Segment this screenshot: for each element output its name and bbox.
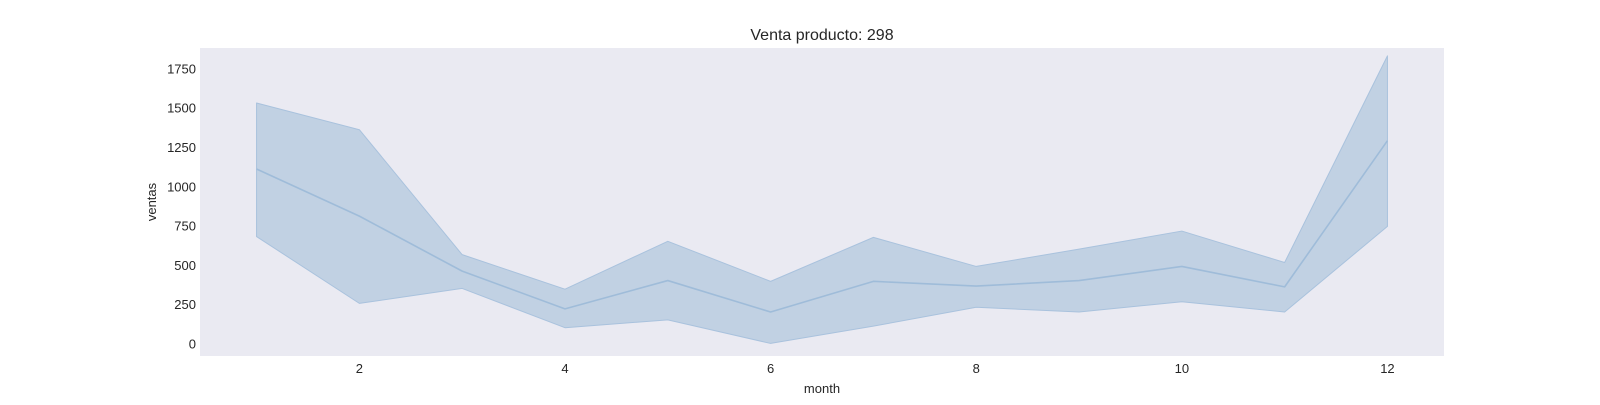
series-line <box>256 140 1389 313</box>
y-tick-label: 250 <box>174 297 196 312</box>
confidence-band <box>256 55 1388 344</box>
data-point <box>256 168 258 170</box>
data-point <box>1386 140 1388 142</box>
y-tick-label: 1500 <box>167 101 196 116</box>
chart-title: Venta producto: 298 <box>750 27 893 44</box>
x-tick-label: 10 <box>1175 361 1189 376</box>
data-point <box>975 285 977 287</box>
data-point <box>667 280 669 282</box>
data-point <box>1181 265 1183 267</box>
x-tick-label: 6 <box>767 361 774 376</box>
y-tick-label: 0 <box>189 336 196 351</box>
data-point <box>770 311 772 313</box>
y-tick-label: 1250 <box>167 140 196 155</box>
data-point <box>1284 286 1286 288</box>
x-axis-label: month <box>804 381 840 396</box>
data-point <box>358 215 360 217</box>
data-point <box>1078 280 1080 282</box>
data-point <box>872 280 874 282</box>
x-tick-label: 2 <box>356 361 363 376</box>
x-tick-label: 12 <box>1380 361 1394 376</box>
y-tick-label: 750 <box>174 219 196 234</box>
data-point <box>564 308 566 310</box>
y-tick-label: 1750 <box>167 61 196 76</box>
y-tick-label: 500 <box>174 258 196 273</box>
data-point <box>461 270 463 272</box>
y-tick-label: 1000 <box>167 179 196 194</box>
x-tick-label: 8 <box>973 361 980 376</box>
y-axis-label: ventas <box>144 182 159 221</box>
x-tick-label: 4 <box>561 361 568 376</box>
